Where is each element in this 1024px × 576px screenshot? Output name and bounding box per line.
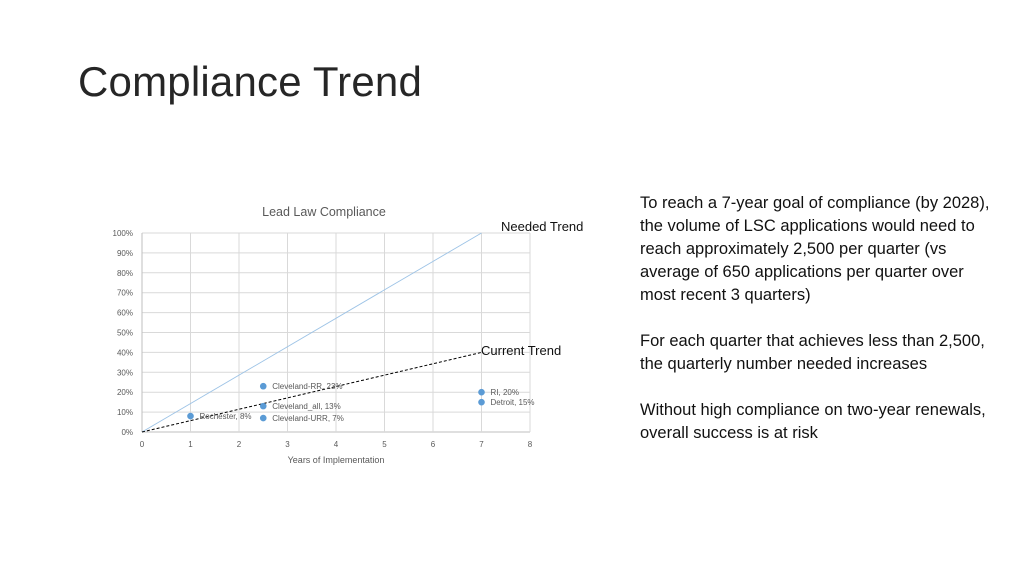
x-tick-label: 4	[334, 440, 339, 449]
x-tick-label: 1	[188, 440, 193, 449]
x-tick-label: 8	[528, 440, 533, 449]
data-point	[259, 402, 267, 410]
chart-trendlines	[141, 232, 482, 433]
paragraph-goal: To reach a 7-year goal of compliance (by…	[640, 194, 990, 304]
chart-x-axis-label: Years of Implementation	[288, 455, 385, 465]
y-tick-label: 70%	[117, 289, 133, 298]
y-tick-label: 40%	[117, 348, 133, 357]
data-label: Cleveland-URR, 7%	[272, 414, 344, 423]
y-tick-label: 50%	[117, 329, 133, 338]
data-label: Cleveland-RR, 23%	[272, 382, 342, 391]
x-tick-label: 7	[479, 440, 484, 449]
y-tick-label: 100%	[113, 229, 133, 238]
data-point	[187, 412, 194, 420]
data-point	[259, 382, 267, 390]
x-tick-label: 0	[140, 440, 145, 449]
y-tick-label: 0%	[121, 428, 133, 437]
chart-gridlines	[141, 232, 531, 433]
x-tick-label: 2	[237, 440, 242, 449]
x-tick-label: 3	[285, 440, 290, 449]
x-tick-label: 6	[431, 440, 436, 449]
x-tick-label: 5	[382, 440, 387, 449]
current-trend-callout: Current Trend	[481, 343, 562, 358]
data-label: RI, 20%	[491, 388, 519, 397]
data-label: Cleveland_all, 13%	[272, 402, 341, 411]
y-tick-label: 80%	[117, 269, 133, 278]
data-point	[259, 414, 267, 422]
y-tick-label: 60%	[117, 309, 133, 318]
y-tick-label: 90%	[117, 249, 133, 258]
data-label: Detroit, 15%	[491, 398, 535, 407]
data-point	[478, 388, 485, 396]
chart-axes: 0% 10% 20% 30% 40% 50% 60% 70% 80% 90% 100% 0 1 2 3 4 5 6…	[113, 229, 533, 449]
paragraph-risk: Without high compliance on two-year rene…	[640, 401, 986, 442]
y-tick-label: 10%	[117, 408, 133, 417]
paragraph-quarterly: For each quarter that achieves less than…	[640, 332, 985, 373]
chart-points: Rochester, 8% Cleveland-RR, 23% Cleveland_…	[187, 382, 535, 423]
slide-title: Compliance Trend	[78, 58, 423, 105]
y-tick-label: 30%	[117, 368, 133, 377]
compliance-chart: 0% 10% 20% 30% 40% 50% 60% 70% 80% 90% 100% 0 1 2 3 4 5 6…	[113, 205, 535, 465]
current-trendline	[141, 351, 482, 433]
needed-trend-callout: Needed Trend	[501, 219, 584, 234]
data-point	[478, 398, 485, 406]
side-text: To reach a 7-year goal of compliance (by…	[640, 192, 1000, 468]
y-tick-label: 20%	[117, 388, 133, 397]
needed-trendline	[141, 232, 482, 433]
chart-title: Lead Law Compliance	[262, 205, 386, 219]
data-label: Rochester, 8%	[200, 412, 252, 421]
